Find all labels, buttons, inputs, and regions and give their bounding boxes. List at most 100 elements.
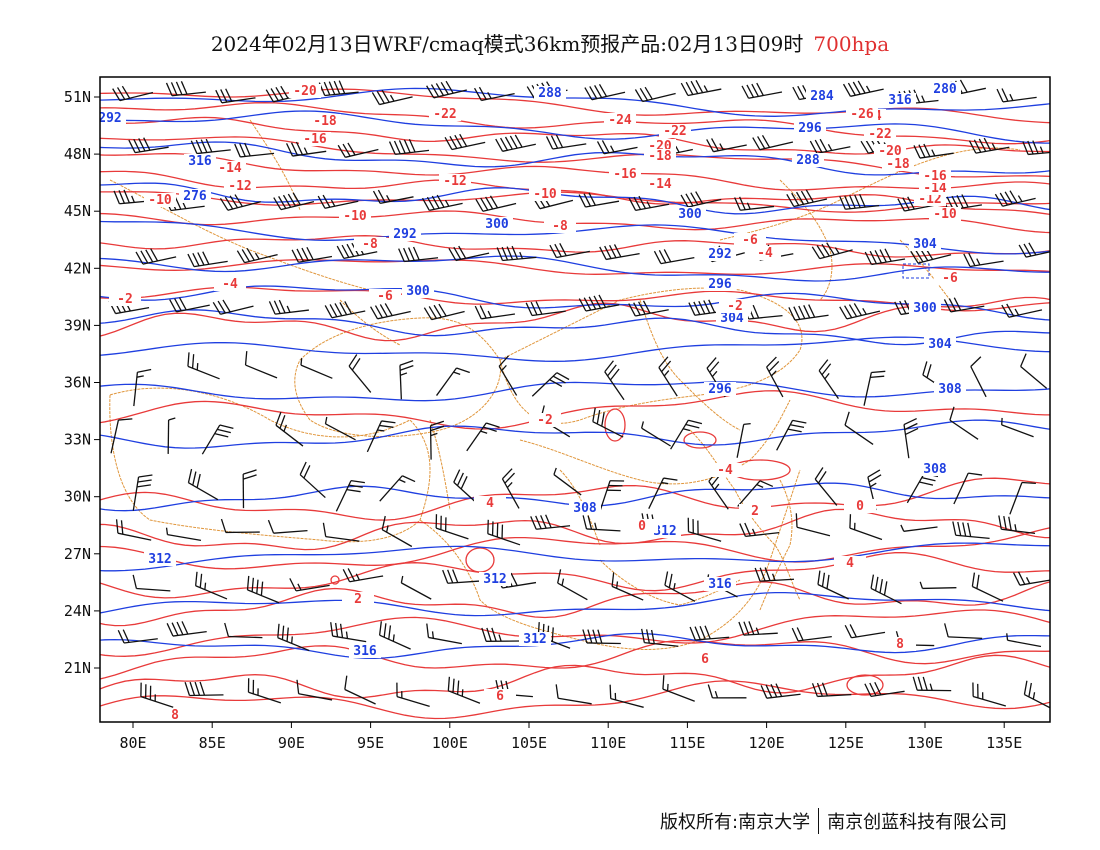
boundary-line xyxy=(429,419,451,511)
wind-barb xyxy=(530,514,571,530)
wind-barb xyxy=(296,679,333,701)
wind-barb xyxy=(187,352,220,380)
wind-barb xyxy=(786,189,828,208)
wind-barb xyxy=(864,248,906,266)
temp-label-bg xyxy=(342,592,374,606)
height-label-bg xyxy=(909,237,941,251)
height-label-bg xyxy=(349,644,381,658)
wind-barb xyxy=(133,368,152,407)
wind-barb xyxy=(426,623,462,645)
temp-label-bg xyxy=(659,124,691,138)
wind-barb xyxy=(324,416,356,441)
x-tick-label: 95E xyxy=(357,734,384,752)
height-label: 288 xyxy=(538,86,562,101)
height-label-bg xyxy=(704,247,736,261)
y-tick-label: 51N xyxy=(64,88,91,106)
x-tick-label: 80E xyxy=(119,734,146,752)
wind-barb xyxy=(429,420,445,460)
wind-barb xyxy=(342,568,384,583)
copyright-left: 版权所有:南京大学 xyxy=(660,812,811,833)
temperature-label: -6 xyxy=(742,233,758,248)
wind-barb xyxy=(194,571,228,600)
temperature-contour xyxy=(100,477,1050,521)
wind-barb xyxy=(299,461,326,499)
height-label-bg xyxy=(402,284,434,298)
wind-barb xyxy=(557,569,588,601)
wind-barb xyxy=(1009,481,1036,515)
height-label: 276 xyxy=(183,189,207,204)
wind-barb xyxy=(396,682,430,707)
x-tick-label: 110E xyxy=(590,734,626,752)
wind-barb xyxy=(919,581,957,590)
wind-barb xyxy=(399,359,414,400)
boundary-line xyxy=(249,119,301,211)
height-label: 312 xyxy=(483,572,506,587)
wind-barb xyxy=(442,569,482,584)
wind-barb xyxy=(741,82,783,99)
temperature-contour xyxy=(100,296,1050,342)
height-label-bg xyxy=(144,552,176,566)
temperature-contour xyxy=(100,552,1050,599)
wind-barb xyxy=(680,191,722,208)
wind-barb xyxy=(267,519,308,534)
temperature-label: -8 xyxy=(552,219,568,234)
temp-label-bg xyxy=(914,192,946,206)
temperature-label: -14 xyxy=(923,181,947,196)
wind-barb xyxy=(553,467,582,496)
wind-barb xyxy=(220,518,260,534)
wind-barb xyxy=(584,83,626,101)
wind-barb xyxy=(864,681,905,697)
temp-label-bg xyxy=(604,113,636,127)
wind-barb xyxy=(1006,633,1042,648)
height-label: 296 xyxy=(708,277,732,292)
temp-label-bg xyxy=(844,499,876,513)
wind-barb xyxy=(972,682,1007,707)
temp-label-bg xyxy=(874,144,906,158)
wind-barb xyxy=(994,190,1036,207)
wind-barb xyxy=(378,621,411,650)
height-label-bg xyxy=(794,121,826,135)
height-label: 312 xyxy=(148,552,171,567)
height-label-bg xyxy=(184,154,216,168)
wind-barb xyxy=(582,629,621,645)
temperature-contour xyxy=(100,609,1050,657)
temperature-label: -14 xyxy=(648,177,672,192)
temp-label-bg xyxy=(626,519,658,533)
wind-barb xyxy=(348,354,372,393)
temperature-label: -12 xyxy=(228,179,251,194)
wind-barb xyxy=(234,142,275,158)
title-text: 2024年02月13日WRF/cmaq模式36km预报产品:02月13日09时 xyxy=(210,32,804,56)
wind-barb xyxy=(1018,242,1050,258)
wind-barb xyxy=(811,242,853,260)
wind-barb xyxy=(212,299,254,315)
wind-barb xyxy=(388,138,430,156)
wind-barb xyxy=(115,519,152,541)
temperature-contour xyxy=(100,639,1050,680)
height-label-bg xyxy=(792,153,824,167)
wind-barb xyxy=(219,194,261,211)
wind-barb xyxy=(996,88,1037,103)
boundary-line xyxy=(899,239,951,301)
wind-barb xyxy=(132,574,171,592)
temperature-label: -12 xyxy=(443,174,466,189)
wind-barb xyxy=(687,517,722,542)
height-label-bg xyxy=(934,382,966,396)
wind-barb xyxy=(814,467,838,506)
boundary-line xyxy=(109,387,431,543)
wind-barb xyxy=(634,86,676,103)
temperature-label: -10 xyxy=(933,207,957,222)
temperature-label: -26 xyxy=(850,107,874,122)
temperature-contour-closed xyxy=(330,575,340,585)
x-tick-label: 105E xyxy=(511,734,547,752)
temp-label-bg xyxy=(289,84,321,98)
wind-barb xyxy=(132,474,153,511)
temperature-label: -16 xyxy=(303,132,327,147)
temperature-label: 0 xyxy=(856,499,864,514)
wind-barb xyxy=(809,138,851,155)
temp-label-bg xyxy=(214,277,246,291)
wind-barb xyxy=(317,194,359,209)
temperature-contour xyxy=(100,390,1050,430)
height-label-bg xyxy=(909,301,941,315)
wind-barb xyxy=(658,356,678,397)
wind-barb xyxy=(337,142,379,158)
